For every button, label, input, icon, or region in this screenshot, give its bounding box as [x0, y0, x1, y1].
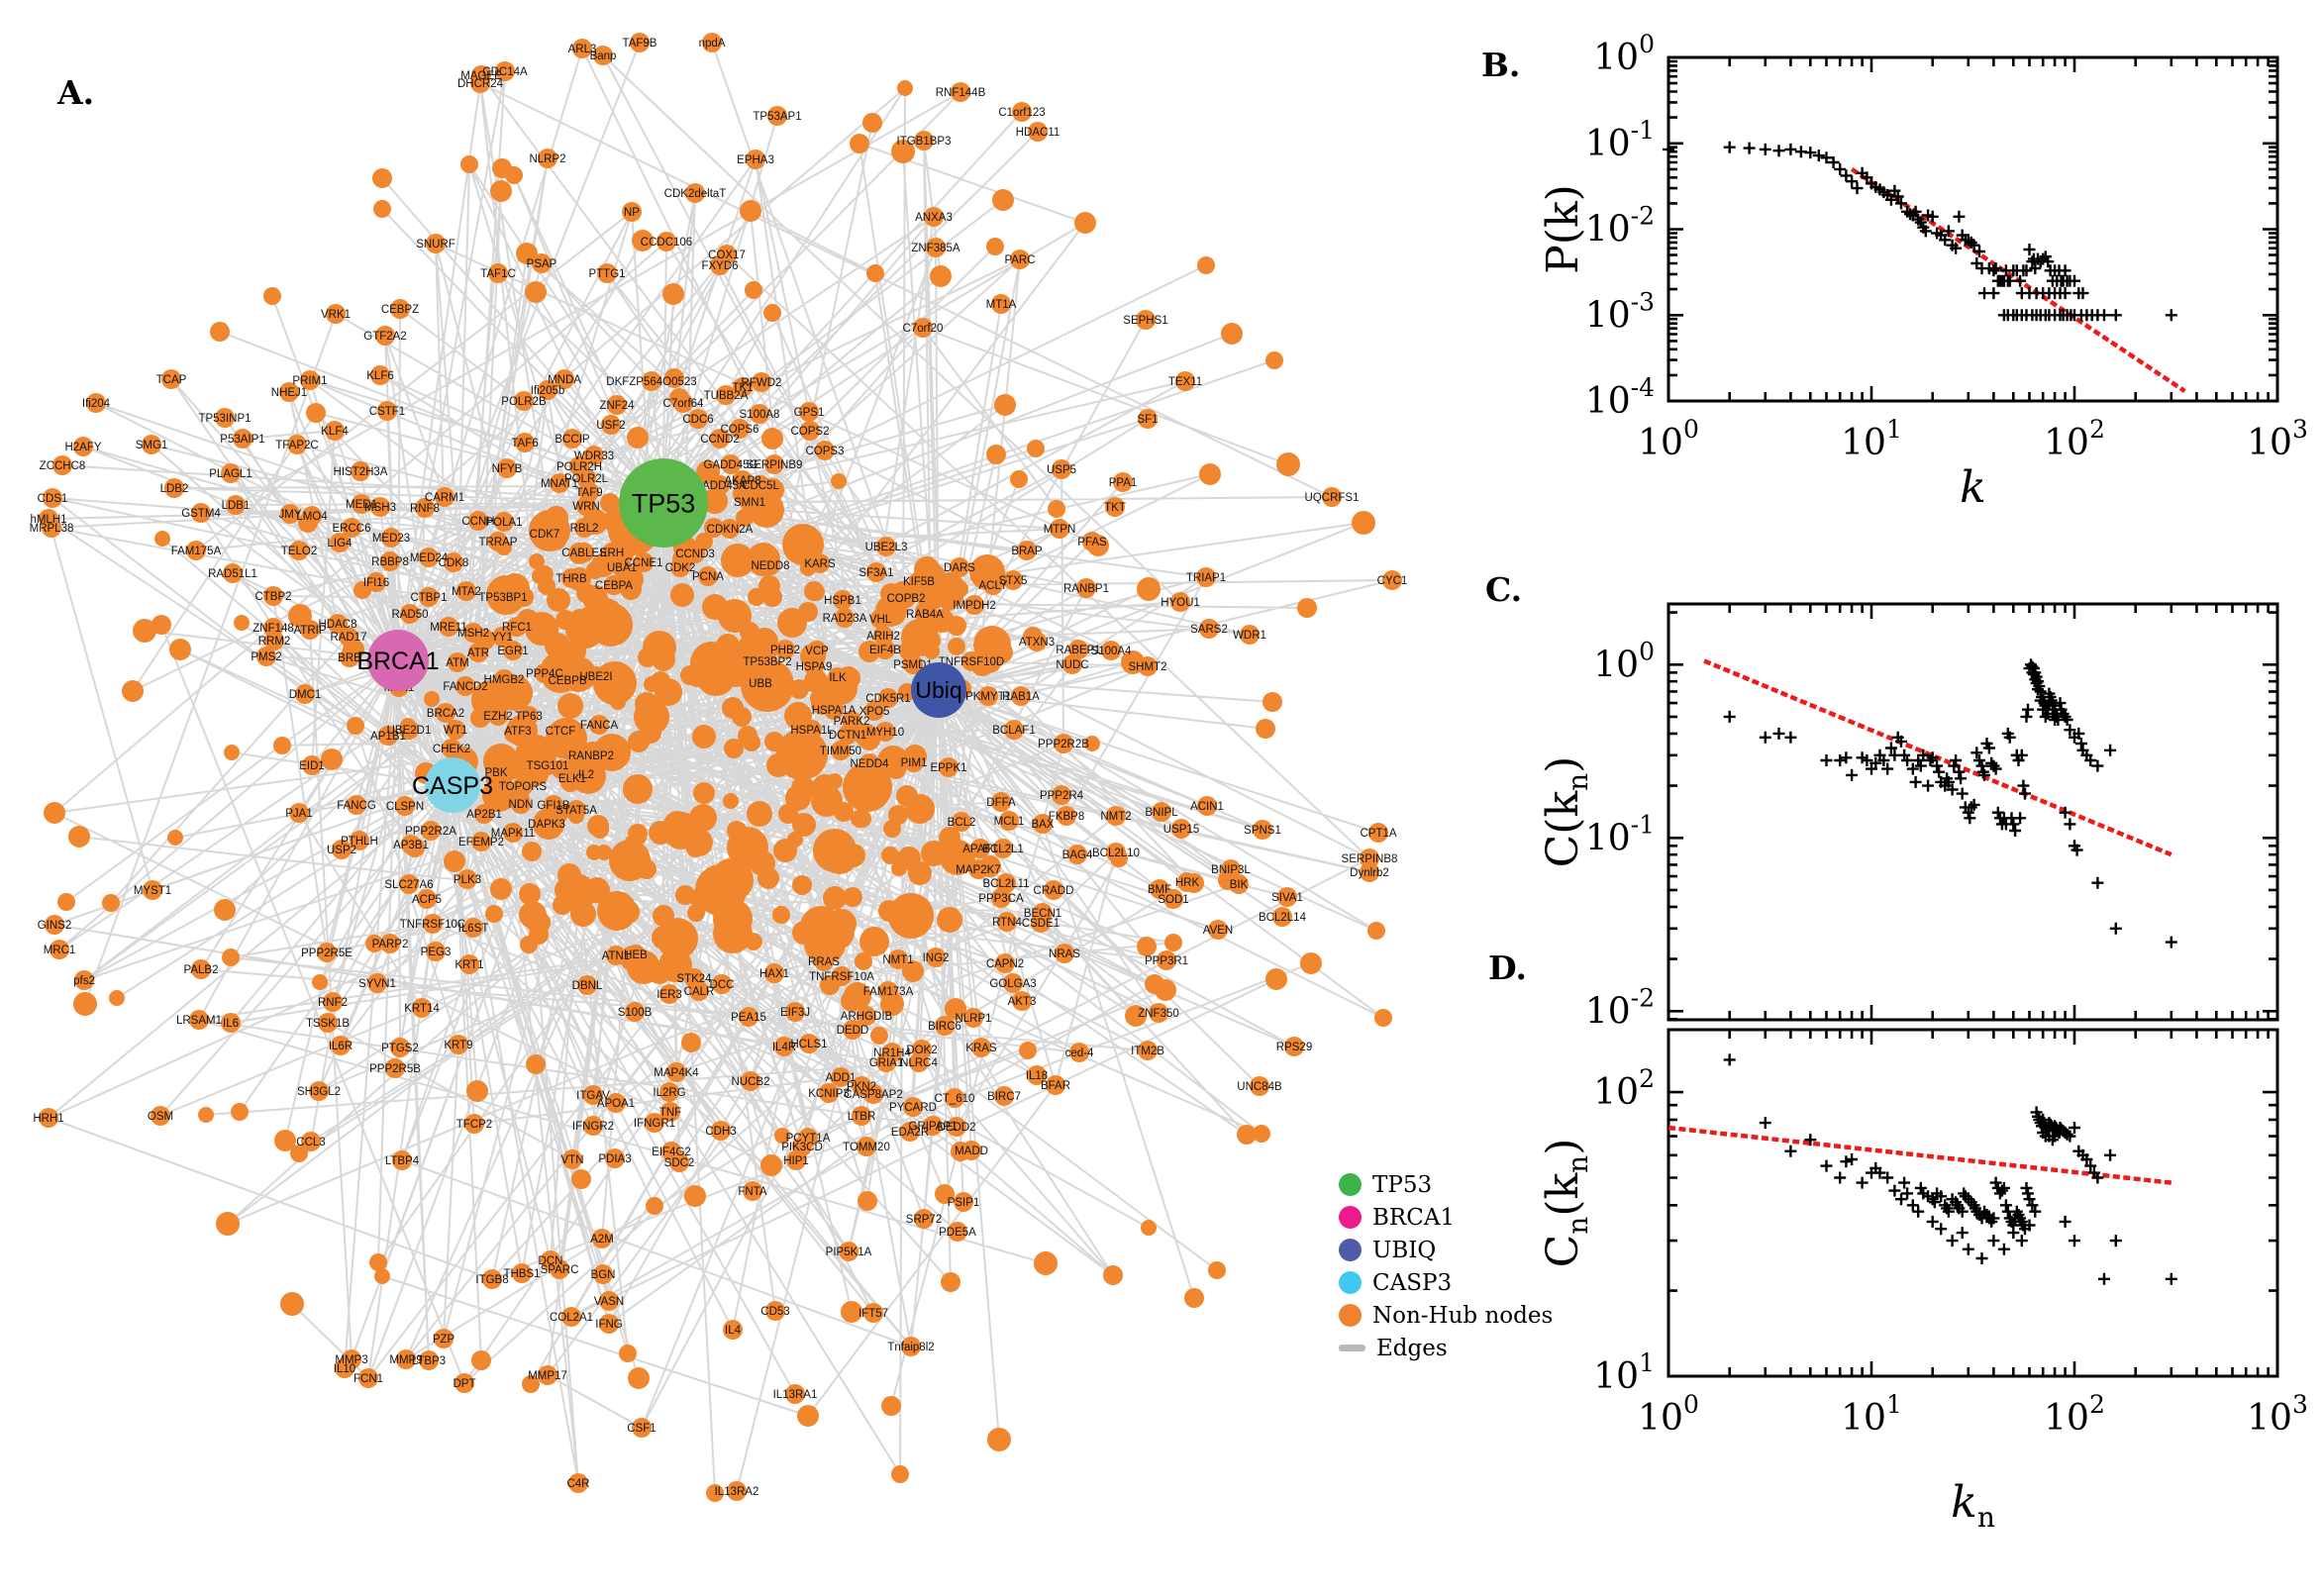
gene-nodes — [39, 33, 1402, 1501]
data-points-D — [1723, 1053, 2177, 1285]
y-axis-label-C: C(kn) — [1538, 756, 1594, 868]
legend-item: Non-Hub nodes — [1339, 1299, 1553, 1332]
x-tick-label-D-2: 102 — [2044, 1390, 2105, 1439]
panel-label-a: A. — [57, 73, 95, 112]
x-tick-label-D-0: 100 — [1638, 1390, 1699, 1439]
x-tick-label-B-3: 103 — [2247, 415, 2308, 463]
node-swatch — [1339, 1206, 1362, 1229]
y-tick-label-C--1: 10-1 — [1585, 810, 1655, 858]
x-tick-label-B-0: 100 — [1638, 415, 1699, 463]
y-tick-label-D-2: 102 — [1593, 1064, 1655, 1113]
data-points-B — [1663, 141, 2177, 322]
fit-line-D — [1667, 1125, 2172, 1185]
y-tick-label-B--1: 10-1 — [1585, 116, 1655, 164]
legend-item: Edges — [1339, 1332, 1553, 1364]
y-tick-label-C-0: 100 — [1593, 637, 1655, 685]
hub-Ubiq: Ubiq — [911, 662, 966, 718]
legend-item-label: UBIQ — [1372, 1237, 1437, 1263]
y-tick-label-B--2: 10-2 — [1585, 202, 1655, 250]
hub-CASP3: CASP3 — [412, 757, 493, 813]
node-swatch — [1339, 1239, 1362, 1261]
legend-item-label: Non-Hub nodes — [1372, 1302, 1554, 1329]
edge-swatch — [1339, 1345, 1365, 1351]
hub-BRCA1-circle — [367, 630, 429, 691]
plot-frame-B — [1666, 55, 2279, 403]
y-tick-label-B--3: 10-3 — [1585, 287, 1655, 336]
legend-item: BRCA1 — [1339, 1201, 1553, 1234]
legend-item: UBIQ — [1339, 1234, 1553, 1266]
legend-item-label: TP53 — [1372, 1171, 1433, 1198]
plot-frame-C — [1666, 602, 2279, 1022]
x-tick-label-D-1: 101 — [1841, 1390, 1902, 1439]
axis-ticks-B — [1666, 55, 2279, 403]
legend-item-label: CASP3 — [1372, 1269, 1453, 1296]
hub-BRCA1: BRCA1 — [356, 630, 440, 691]
legend-item: CASP3 — [1339, 1266, 1553, 1299]
panel-label-b: B. — [1481, 46, 1521, 84]
x-tick-label-B-1: 101 — [1841, 415, 1902, 463]
data-points-C — [1723, 658, 2177, 948]
hub-TP53: TP53 — [619, 458, 708, 548]
legend: TP53 BRCA1 UBIQ CASP3 Non-Hub nodes Edges — [1339, 1168, 1553, 1364]
x-tick-label-D-3: 103 — [2247, 1390, 2308, 1439]
y-axis-label-D: Cn(kn) — [1538, 1139, 1594, 1268]
x-axis-label-D: kn — [1951, 1477, 1995, 1534]
y-tick-label-C--2: 10-2 — [1585, 983, 1655, 1032]
hub-Ubiq-circle — [911, 662, 966, 718]
node-swatch — [1339, 1271, 1362, 1294]
y-tick-label-B-0: 100 — [1593, 30, 1655, 78]
y-tick-label-B--4: 10-4 — [1585, 373, 1655, 422]
panel-label-d: D. — [1488, 948, 1527, 987]
x-axis-label-B: k — [1960, 462, 1986, 513]
y-tick-label-D-1: 101 — [1593, 1348, 1655, 1397]
node-swatch — [1339, 1173, 1362, 1196]
legend-item: TP53 — [1339, 1168, 1553, 1201]
hub-CASP3-circle — [425, 757, 480, 813]
panel-label-c: C. — [1485, 570, 1523, 609]
hub-TP53-circle — [619, 458, 708, 548]
node-swatch — [1339, 1304, 1362, 1327]
y-axis-label-B: P(k) — [1538, 184, 1588, 274]
axis-ticks-C — [1666, 604, 2279, 1021]
plot-frame-D — [1666, 1028, 2279, 1378]
x-tick-label-B-2: 102 — [2044, 415, 2105, 463]
legend-item-label: BRCA1 — [1372, 1204, 1456, 1231]
axis-ticks-D — [1666, 1030, 2279, 1378]
legend-item-label: Edges — [1376, 1335, 1448, 1361]
